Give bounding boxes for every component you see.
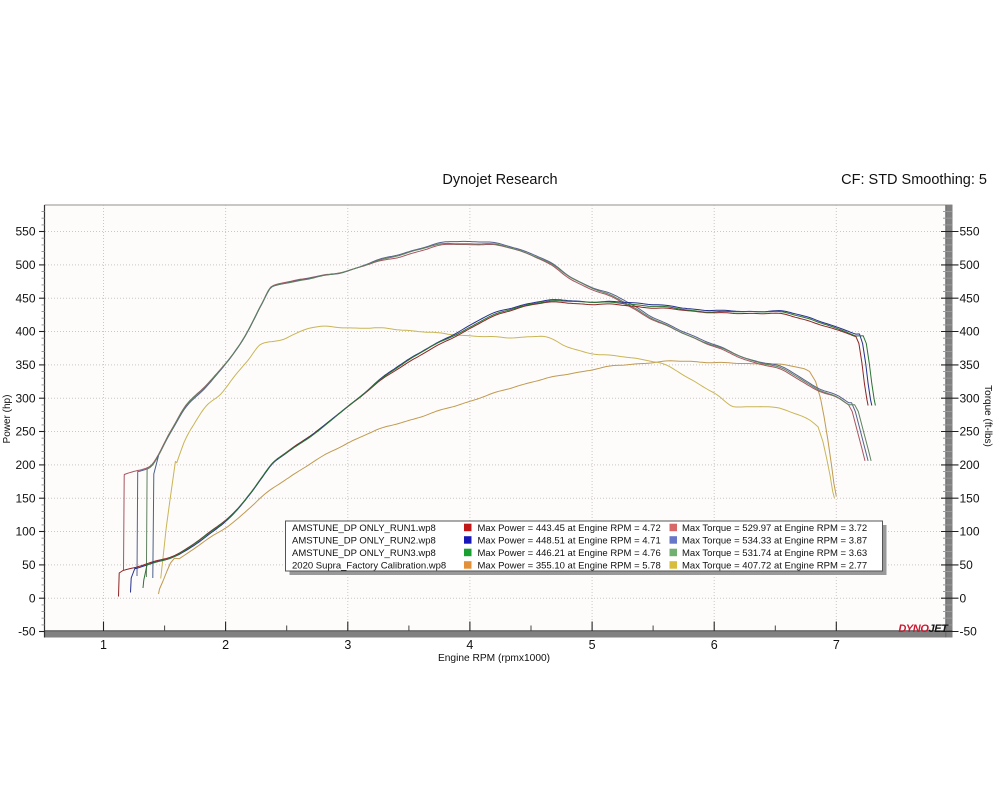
svg-text:400: 400 — [15, 325, 35, 339]
svg-text:150: 150 — [960, 491, 980, 505]
svg-text:Max Power = 443.45 at Engine R: Max Power = 443.45 at Engine RPM = 4.72 — [478, 523, 661, 534]
svg-text:Torque (ft-lbs): Torque (ft-lbs) — [982, 385, 993, 447]
svg-text:Max Torque = 531.74 at Engine: Max Torque = 531.74 at Engine RPM = 3.63 — [682, 548, 867, 559]
svg-text:Max Torque = 407.72 at Engine: Max Torque = 407.72 at Engine RPM = 2.77 — [682, 560, 867, 571]
svg-text:AMSTUNE_DP ONLY_RUN2.wp8: AMSTUNE_DP ONLY_RUN2.wp8 — [292, 535, 436, 546]
svg-text:6: 6 — [711, 638, 718, 652]
svg-text:Max Torque = 534.33 at Engine: Max Torque = 534.33 at Engine RPM = 3.87 — [682, 535, 867, 546]
svg-text:250: 250 — [15, 425, 35, 439]
svg-text:AMSTUNE_DP ONLY_RUN1.wp8: AMSTUNE_DP ONLY_RUN1.wp8 — [292, 523, 436, 534]
svg-text:550: 550 — [15, 225, 35, 239]
svg-text:1: 1 — [100, 638, 107, 652]
svg-text:5: 5 — [589, 638, 596, 652]
svg-text:CF: STD Smoothing: 5: CF: STD Smoothing: 5 — [841, 172, 987, 188]
svg-text:2: 2 — [222, 638, 229, 652]
svg-text:100: 100 — [15, 525, 35, 539]
svg-text:Max Power = 446.21 at Engine R: Max Power = 446.21 at Engine RPM = 4.76 — [478, 548, 661, 559]
svg-text:350: 350 — [15, 358, 35, 372]
svg-text:500: 500 — [15, 258, 35, 272]
svg-text:50: 50 — [960, 558, 974, 572]
svg-text:-50: -50 — [18, 625, 36, 639]
svg-text:Dynojet Research: Dynojet Research — [442, 172, 557, 188]
svg-text:50: 50 — [22, 558, 36, 572]
svg-text:0: 0 — [960, 591, 967, 605]
svg-text:Engine RPM (rpmx1000): Engine RPM (rpmx1000) — [438, 653, 550, 664]
svg-text:450: 450 — [15, 291, 35, 305]
svg-text:450: 450 — [960, 291, 980, 305]
svg-text:AMSTUNE_DP ONLY_RUN3.wp8: AMSTUNE_DP ONLY_RUN3.wp8 — [292, 548, 436, 559]
svg-text:550: 550 — [960, 225, 980, 239]
svg-text:400: 400 — [960, 325, 980, 339]
svg-text:4: 4 — [466, 638, 473, 652]
svg-text:250: 250 — [960, 425, 980, 439]
svg-text:-50: -50 — [960, 625, 978, 639]
svg-text:Max Power = 355.10 at Engine R: Max Power = 355.10 at Engine RPM = 5.78 — [478, 560, 661, 571]
svg-text:350: 350 — [960, 358, 980, 372]
svg-text:200: 200 — [15, 458, 35, 472]
svg-text:Max Torque = 529.97 at Engine: Max Torque = 529.97 at Engine RPM = 3.72 — [682, 523, 867, 534]
svg-text:Power (hp): Power (hp) — [2, 395, 13, 444]
svg-text:0: 0 — [29, 591, 36, 605]
svg-text:2020 Supra_Factory Calibration: 2020 Supra_Factory Calibration.wp8 — [292, 560, 446, 571]
svg-text:500: 500 — [960, 258, 980, 272]
svg-text:150: 150 — [15, 491, 35, 505]
svg-text:300: 300 — [15, 391, 35, 405]
svg-text:300: 300 — [960, 391, 980, 405]
svg-text:200: 200 — [960, 458, 980, 472]
svg-text:Max Power = 448.51 at Engine R: Max Power = 448.51 at Engine RPM = 4.71 — [478, 535, 661, 546]
svg-text:3: 3 — [344, 638, 351, 652]
svg-text:DYNOJET: DYNOJET — [898, 623, 949, 635]
svg-text:100: 100 — [960, 525, 980, 539]
svg-text:7: 7 — [833, 638, 840, 652]
